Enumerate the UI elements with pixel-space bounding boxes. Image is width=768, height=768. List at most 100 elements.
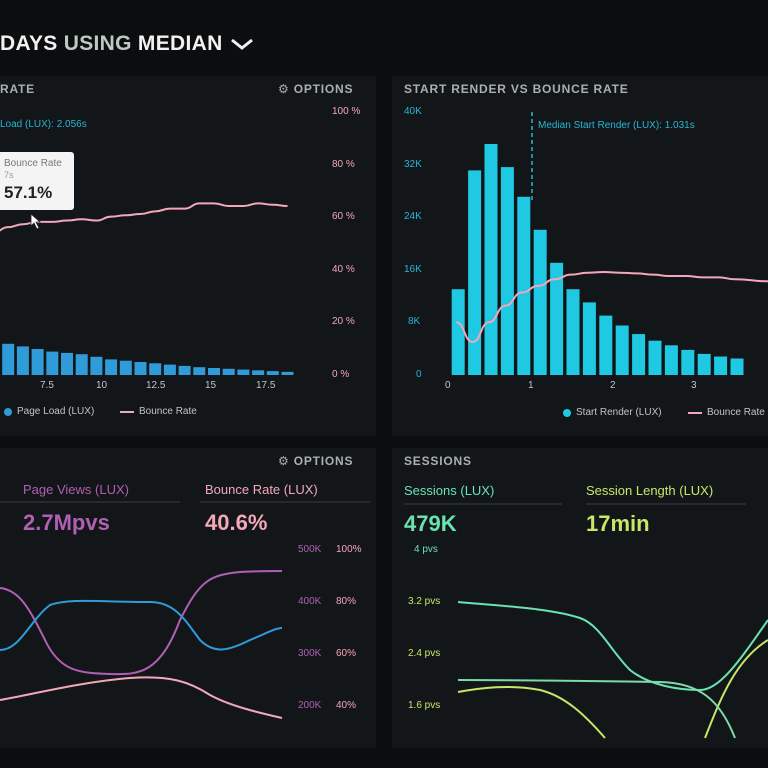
- title-word-median: MEDIAN: [137, 32, 223, 55]
- bar[interactable]: [75, 354, 88, 375]
- bar[interactable]: [266, 371, 279, 375]
- chevron-down-icon[interactable]: [229, 36, 255, 52]
- y-tick: 200K: [298, 700, 322, 711]
- kpi-label: Session Length (LUX): [586, 483, 714, 498]
- options-button[interactable]: ⚙ OPTIONS: [278, 82, 353, 96]
- y-tick: 40 %: [332, 264, 355, 275]
- x-tick: 12.5: [146, 380, 166, 391]
- legend-dot-icon: [563, 408, 571, 417]
- bar[interactable]: [664, 345, 678, 375]
- panel-title: SESSIONS: [404, 454, 472, 468]
- series-line-pink: [0, 676, 283, 719]
- bar[interactable]: [681, 349, 695, 375]
- panel-title: START RENDER VS BOUNCE RATE: [404, 82, 629, 96]
- bar[interactable]: [90, 356, 103, 375]
- legend-dot-icon: [4, 407, 12, 416]
- bar[interactable]: [714, 356, 728, 375]
- panel-sessions: [392, 448, 768, 748]
- y-tick: 16K: [404, 264, 422, 275]
- tooltip-value: 57.1%: [4, 183, 53, 202]
- panel-page-views: [0, 448, 376, 748]
- median-label: Load (LUX): 2.056s: [0, 119, 87, 130]
- y-tick: 500K: [298, 544, 322, 555]
- bar[interactable]: [252, 370, 265, 375]
- panel-title: RATE: [0, 82, 35, 96]
- bar[interactable]: [119, 360, 132, 375]
- cursor-icon: [30, 213, 42, 230]
- kpi-value: 2.7Mpvs: [23, 510, 110, 535]
- y-tick: 60%: [336, 648, 357, 659]
- bounce-rate-line: [0, 202, 288, 236]
- legend-line-icon: [120, 410, 134, 413]
- kpi-label: Bounce Rate (LUX): [205, 482, 318, 497]
- legend-label: Page Load (LUX): [17, 406, 95, 417]
- bar[interactable]: [237, 369, 250, 375]
- gear-icon: ⚙: [278, 82, 290, 96]
- x-tick: 1: [528, 380, 534, 391]
- y-tick: 400K: [298, 596, 322, 607]
- tooltip-title: Bounce Rate: [4, 158, 62, 169]
- bar[interactable]: [533, 229, 547, 375]
- tooltip: Bounce Rate 7s 57.1%: [0, 152, 74, 210]
- y-tick: 0: [416, 369, 422, 380]
- x-tick: 15: [205, 380, 217, 391]
- page-title[interactable]: DAYS USING MEDIAN: [0, 32, 255, 56]
- options-label: OPTIONS: [293, 454, 354, 468]
- y-tick: 40K: [404, 106, 422, 117]
- legend-label: Bounce Rate: [707, 407, 765, 418]
- y-tick: 40%: [336, 700, 357, 711]
- y-tick: 4 pvs: [414, 544, 438, 555]
- bar[interactable]: [599, 315, 613, 375]
- bar[interactable]: [46, 351, 59, 375]
- y-tick: 0 %: [332, 369, 350, 380]
- bar[interactable]: [648, 340, 662, 375]
- bar[interactable]: [2, 343, 15, 375]
- bar[interactable]: [149, 363, 162, 375]
- legend-page-load[interactable]: Page Load (LUX): [4, 406, 94, 417]
- title-word-using: USING: [63, 32, 132, 55]
- options-button[interactable]: ⚙ OPTIONS: [278, 454, 353, 468]
- bar[interactable]: [178, 365, 191, 375]
- bar[interactable]: [550, 262, 564, 375]
- bar[interactable]: [222, 368, 235, 375]
- legend-bounce-rate[interactable]: Bounce Rate: [120, 406, 197, 417]
- legend-label: Bounce Rate: [139, 406, 197, 417]
- bar[interactable]: [468, 170, 482, 375]
- y-tick: 2.4 pvs: [408, 648, 441, 659]
- kpi-value: 17min: [586, 511, 650, 536]
- gear-icon: ⚙: [278, 454, 290, 468]
- x-tick: 3: [691, 380, 697, 391]
- y-tick: 100 %: [332, 106, 361, 117]
- x-tick: 17.5: [256, 380, 276, 391]
- bar[interactable]: [163, 364, 176, 375]
- bar[interactable]: [615, 325, 629, 376]
- bar[interactable]: [566, 289, 580, 375]
- bar[interactable]: [16, 346, 29, 375]
- bar[interactable]: [582, 302, 596, 375]
- bar[interactable]: [632, 334, 646, 375]
- bar[interactable]: [208, 367, 220, 375]
- bar[interactable]: [517, 196, 531, 375]
- y-tick: 3.2 pvs: [408, 596, 441, 607]
- x-tick: 0: [445, 380, 451, 391]
- y-tick: 80%: [336, 596, 357, 607]
- legend-bounce-rate[interactable]: Bounce Rate: [688, 407, 765, 418]
- bar[interactable]: [500, 167, 514, 375]
- bar[interactable]: [105, 359, 118, 375]
- legend-start-render[interactable]: Start Render (LUX): [563, 407, 662, 418]
- legend-label: Start Render (LUX): [576, 407, 662, 418]
- legend-line-icon: [688, 411, 702, 414]
- bar[interactable]: [730, 358, 744, 376]
- bar[interactable]: [31, 349, 44, 375]
- bar[interactable]: [193, 367, 206, 375]
- bar[interactable]: [451, 289, 465, 375]
- bar[interactable]: [281, 371, 294, 375]
- panel-start-render: [392, 76, 768, 436]
- bar[interactable]: [61, 352, 73, 375]
- y-tick: 20 %: [332, 316, 355, 327]
- bar[interactable]: [697, 353, 711, 375]
- bar[interactable]: [134, 362, 147, 375]
- series-line-purple: [0, 570, 283, 676]
